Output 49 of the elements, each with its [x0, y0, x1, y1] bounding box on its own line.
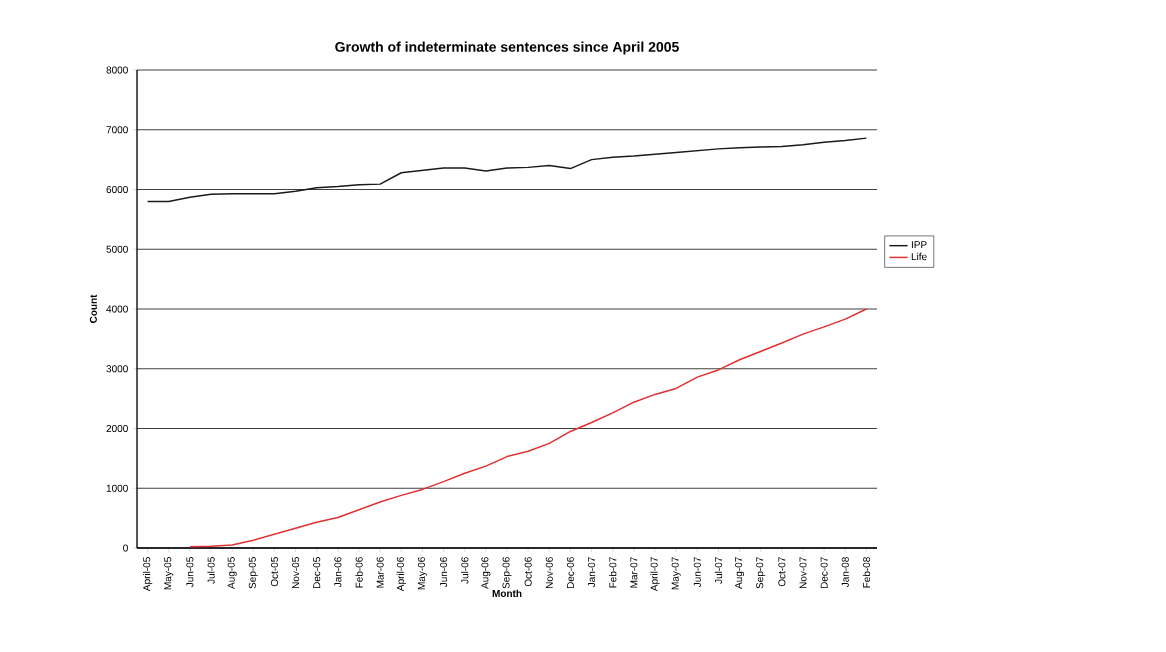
x-tick-label: Aug-06: [481, 557, 491, 589]
x-tick-label: Jun-05: [186, 557, 194, 588]
y-tick-label: 7000: [106, 126, 128, 134]
chart-title: Growth of indeterminate sentences since April 2005: [335, 41, 679, 55]
x-tick-label: Sep-06: [502, 557, 512, 589]
legend-label: IPP: [911, 241, 927, 249]
y-tick-label: 8000: [106, 66, 128, 74]
x-tick-label: May-07: [671, 557, 681, 590]
x-tick-label: April-06: [396, 557, 406, 592]
x-tick-label: Dec-07: [820, 557, 828, 589]
x-tick-label: Mar-06: [376, 557, 384, 588]
y-tick-label: 0: [123, 544, 128, 552]
x-tick-label: Jan-08: [841, 557, 849, 588]
x-tick-label: Jan-07: [588, 557, 596, 588]
x-tick-label: April-05: [142, 557, 153, 592]
x-tick-label: Jul-06: [461, 557, 469, 584]
x-tick-label: Sep-05: [248, 557, 258, 589]
x-tick-label: May-06: [417, 557, 427, 590]
legend-label: Life: [911, 252, 927, 261]
y-tick-label: 1000: [106, 484, 128, 492]
x-tick-label: Oct-05: [270, 557, 278, 587]
x-tick-label: Sep-07: [756, 557, 766, 589]
x-tick-label: Jun-06: [440, 557, 448, 588]
x-tick-label: Oct-07: [778, 557, 786, 587]
y-tick-label: 3000: [106, 365, 128, 373]
y-tick-label: 5000: [106, 245, 128, 253]
y-tick-label: 4000: [106, 305, 128, 313]
x-axis-title: Month: [492, 589, 522, 597]
x-tick-label: Feb-06: [355, 557, 363, 588]
x-tick-label: Aug-05: [227, 557, 237, 589]
x-tick-label: Feb-08: [862, 557, 871, 588]
x-tick-label: Jan-06: [334, 557, 342, 588]
x-tick-label: Aug-07: [735, 557, 745, 589]
x-tick-label: Jun-07: [693, 557, 701, 588]
x-tick-label: Dec-06: [566, 557, 574, 589]
y-tick-label: 2000: [106, 424, 128, 433]
x-tick-label: Jul-05: [207, 557, 215, 584]
x-tick-label: Nov-07: [799, 557, 807, 589]
x-tick-label: Mar-07: [630, 557, 638, 588]
x-tick-label: Feb-07: [609, 557, 617, 588]
x-tick-label: Dec-05: [313, 557, 321, 589]
x-tick-label: Nov-06: [545, 557, 553, 589]
x-tick-label: May-05: [164, 557, 174, 590]
y-tick-label: 6000: [106, 185, 128, 194]
x-tick-label: Nov-05: [292, 557, 300, 589]
x-tick-label: Jul-07: [714, 557, 723, 584]
y-axis-title: Count: [89, 294, 97, 324]
x-tick-label: Oct-06: [524, 557, 532, 587]
x-tick-label: April-07: [650, 557, 660, 592]
